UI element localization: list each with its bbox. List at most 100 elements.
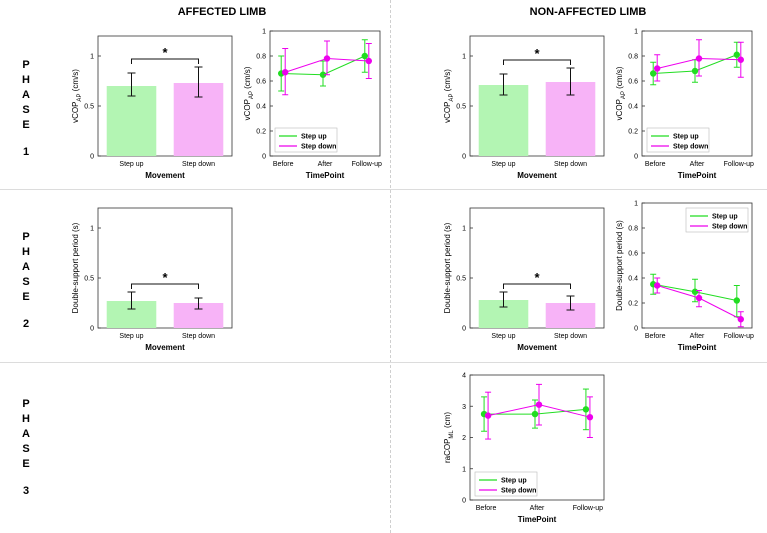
y-tick-label: 1 bbox=[462, 466, 466, 473]
phase-letter: P bbox=[22, 59, 30, 71]
legend-label: Step down bbox=[301, 144, 336, 151]
y-tick-label: 1 bbox=[462, 226, 466, 233]
chart-p2-nonaffected-bar: 0 0.5 1 Movement Double-support period (s) St… bbox=[443, 207, 605, 352]
header-non-affected-limb: NON-AFFECTED LIMB bbox=[529, 6, 647, 18]
x-tick-label: Follow-up bbox=[352, 161, 382, 168]
chart-p1-affected-bar: 0 0.5 1 Movement vCOPAP (cm/s) Step up Step do… bbox=[71, 35, 233, 180]
phase-number: 1 bbox=[22, 146, 30, 158]
x-tick-label: Step up bbox=[119, 333, 143, 340]
y-tick-label: 0.8 bbox=[628, 226, 638, 233]
y-tick-label: 0.5 bbox=[456, 104, 466, 111]
phase-label-2: P H A S E 2 bbox=[16, 230, 36, 332]
phase-letter: S bbox=[22, 443, 30, 455]
chart-p1-affected-line: 0 0.2 0.4 0.6 0.8 1 TimePoint vCOPAP (cm/s) Befo… bbox=[243, 29, 382, 181]
significance-marker: * bbox=[162, 270, 168, 285]
phase-letter: H bbox=[22, 74, 30, 86]
x-tick-label: Before bbox=[476, 505, 497, 512]
phase-letter: E bbox=[22, 291, 30, 303]
data-point bbox=[733, 51, 740, 58]
phase-label-3: P H A S E 3 bbox=[16, 397, 36, 499]
y-tick-label: 1 bbox=[90, 54, 94, 61]
legend-label: Step up bbox=[301, 134, 327, 141]
data-point bbox=[737, 56, 744, 63]
legend-label: Step down bbox=[712, 224, 747, 231]
data-point bbox=[582, 406, 590, 413]
data-point bbox=[319, 71, 327, 78]
y-tick-label: 0.5 bbox=[84, 276, 94, 283]
phase-number: 3 bbox=[22, 485, 30, 497]
y-tick-label: 0 bbox=[462, 498, 466, 505]
plot-frame bbox=[641, 30, 753, 157]
phase-letter: E bbox=[22, 458, 30, 470]
x-tick-label: Step down bbox=[554, 333, 587, 340]
phase-letter: E bbox=[22, 119, 30, 131]
x-axis-label: TimePoint bbox=[518, 515, 557, 524]
y-axis-label: vCOPAP (cm/s) bbox=[615, 66, 627, 120]
y-axis-label: vCOPAP (cm/s) bbox=[71, 69, 83, 123]
significance-bracket bbox=[131, 283, 199, 289]
y-tick-label: 0.4 bbox=[628, 276, 638, 283]
y-tick-label: 0 bbox=[262, 154, 266, 161]
plot-frame bbox=[269, 30, 381, 157]
y-tick-label: 4 bbox=[462, 373, 466, 380]
y-tick-label: 0.2 bbox=[256, 129, 266, 136]
significance-marker: * bbox=[534, 46, 540, 61]
phase-letter: A bbox=[22, 89, 30, 101]
y-tick-label: 0.8 bbox=[628, 54, 638, 61]
plot-frame bbox=[97, 35, 233, 157]
bar-step-up bbox=[106, 86, 157, 156]
legend-box bbox=[274, 127, 338, 153]
x-tick-label: After bbox=[690, 333, 705, 340]
data-point bbox=[361, 52, 368, 60]
data-point bbox=[282, 69, 289, 76]
legend-label: Step up bbox=[673, 134, 699, 141]
phase-label-1: P H A S E 1 bbox=[16, 58, 36, 160]
significance-bracket bbox=[503, 283, 571, 289]
x-tick-label: Before bbox=[273, 161, 294, 168]
x-axis-label: Movement bbox=[517, 171, 557, 180]
bar-step-up bbox=[478, 85, 529, 156]
y-tick-label: 0.5 bbox=[84, 104, 94, 111]
y-axis-label: vCOPAP (cm/s) bbox=[243, 66, 255, 120]
chart-p2-affected-bar: 0 0.5 1 Movement Double-support period (s) St… bbox=[71, 207, 233, 352]
phase-letter: H bbox=[22, 246, 30, 258]
y-tick-label: 0.2 bbox=[628, 129, 638, 136]
x-axis-label: TimePoint bbox=[306, 171, 345, 180]
plot-frame bbox=[641, 202, 753, 329]
legend-box bbox=[474, 471, 538, 497]
phase-letter: S bbox=[22, 104, 30, 116]
y-tick-label: 0.6 bbox=[256, 79, 266, 86]
x-tick-label: Step up bbox=[491, 161, 515, 168]
y-tick-label: 1 bbox=[462, 54, 466, 61]
x-tick-label: Follow-up bbox=[724, 161, 754, 168]
y-axis-label: Double-support period (s) bbox=[615, 220, 624, 311]
y-tick-label: 0.5 bbox=[456, 276, 466, 283]
data-point bbox=[695, 294, 703, 302]
y-axis-label: raCOPML (cm) bbox=[443, 412, 455, 463]
data-point bbox=[586, 413, 594, 421]
y-tick-label: 0.8 bbox=[256, 54, 266, 61]
data-point bbox=[695, 55, 703, 62]
phase-number: 2 bbox=[22, 318, 30, 330]
significance-bracket bbox=[503, 59, 571, 65]
data-point bbox=[737, 316, 744, 323]
y-tick-label: 0.2 bbox=[628, 301, 638, 308]
data-point bbox=[484, 412, 492, 419]
row-divider-2 bbox=[0, 362, 767, 363]
data-point bbox=[733, 297, 740, 304]
legend-label: Step down bbox=[501, 488, 536, 495]
column-divider bbox=[390, 0, 391, 533]
legend-label: Step down bbox=[673, 144, 708, 151]
row-divider-1 bbox=[0, 189, 767, 190]
y-tick-label: 3 bbox=[462, 404, 466, 411]
legend-box bbox=[646, 127, 710, 153]
header-affected-limb: AFFECTED LIMB bbox=[177, 6, 267, 18]
y-tick-label: 0.4 bbox=[256, 104, 266, 111]
chart-p1-nonaffected-bar: 0 0.5 1 Movement vCOPAP (cm/s) Step up Step do… bbox=[443, 35, 605, 180]
y-tick-label: 0 bbox=[634, 154, 638, 161]
y-axis-label: Double-support period (s) bbox=[443, 222, 452, 313]
x-axis-label: Movement bbox=[145, 343, 185, 352]
significance-bracket bbox=[131, 58, 199, 64]
chart-p3-nonaffected-line: 0 1 2 3 4 TimePoint raCOPML (cm) Before After Fol… bbox=[443, 373, 605, 524]
x-tick-label: Step up bbox=[491, 333, 515, 340]
